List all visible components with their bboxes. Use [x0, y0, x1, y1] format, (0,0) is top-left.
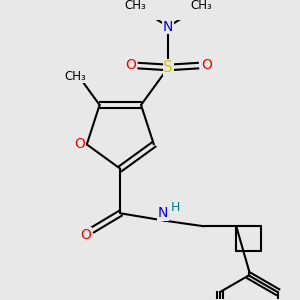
Text: N: N: [158, 206, 168, 220]
Text: H: H: [170, 201, 180, 214]
Text: CH₃: CH₃: [191, 0, 213, 12]
Text: CH₃: CH₃: [124, 0, 146, 12]
Text: CH₃: CH₃: [64, 70, 86, 83]
Text: N: N: [163, 20, 173, 34]
Text: O: O: [201, 58, 212, 72]
Text: O: O: [125, 58, 136, 72]
Text: O: O: [81, 228, 92, 242]
Text: O: O: [74, 137, 85, 152]
Text: S: S: [164, 60, 173, 75]
